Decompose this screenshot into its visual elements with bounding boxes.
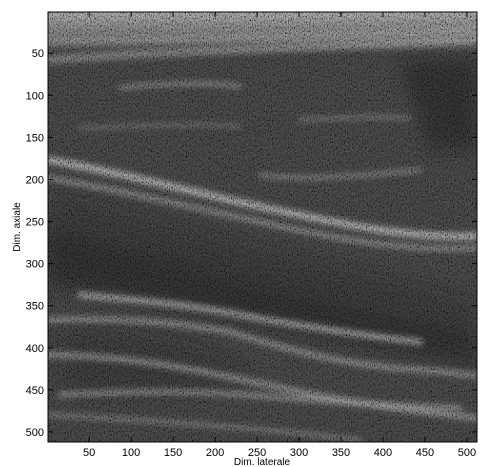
x-tick-label: 300 — [290, 447, 308, 459]
y-tick-label: 50 — [32, 48, 44, 60]
x-tick-label: 150 — [164, 447, 182, 459]
x-axis: 50 100 150 200 250 300 350 400 450 500 — [83, 12, 476, 459]
x-tick-label: 500 — [458, 447, 476, 459]
y-axis: 50 100 150 200 250 300 350 400 450 500 — [26, 48, 477, 439]
plot-frame — [47, 11, 478, 443]
y-tick-label: 400 — [26, 343, 44, 355]
x-tick-label: 400 — [374, 447, 392, 459]
x-tick-label: 50 — [83, 447, 95, 459]
y-tick-label: 100 — [26, 90, 44, 102]
x-tick-label: 200 — [206, 447, 224, 459]
x-axis-title: Dim. laterale — [234, 457, 291, 467]
y-tick-label: 500 — [26, 427, 44, 439]
x-tick-label: 350 — [332, 447, 350, 459]
y-tick-label: 150 — [26, 132, 44, 144]
x-tick-label: 100 — [122, 447, 140, 459]
y-tick-label: 300 — [26, 259, 44, 271]
y-tick-label: 250 — [26, 217, 44, 229]
x-tick-label: 250 — [248, 447, 266, 459]
y-tick-label: 450 — [26, 385, 44, 397]
y-axis-title: Dim. axiale — [12, 202, 23, 252]
y-tick-label: 350 — [26, 301, 44, 313]
x-tick-label: 450 — [416, 447, 434, 459]
y-tick-label: 200 — [26, 174, 44, 186]
ultrasound-image — [48, 12, 477, 442]
